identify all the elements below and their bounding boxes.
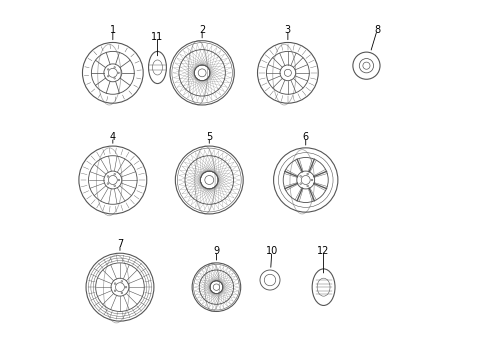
Circle shape (284, 69, 292, 76)
Circle shape (363, 62, 370, 69)
Text: 7: 7 (117, 239, 123, 249)
Circle shape (353, 52, 380, 79)
Ellipse shape (312, 269, 335, 305)
Circle shape (108, 68, 117, 77)
Circle shape (213, 284, 220, 291)
Circle shape (205, 176, 214, 184)
Text: 3: 3 (285, 25, 291, 35)
Text: 12: 12 (318, 247, 330, 256)
Text: 5: 5 (206, 132, 212, 142)
Circle shape (260, 270, 280, 290)
Text: 10: 10 (266, 247, 278, 256)
Text: 11: 11 (151, 32, 164, 42)
Text: 1: 1 (110, 25, 116, 35)
Text: 8: 8 (374, 25, 380, 35)
Text: 4: 4 (110, 132, 116, 142)
Text: 2: 2 (199, 25, 205, 35)
Text: 6: 6 (303, 132, 309, 142)
Text: 9: 9 (213, 247, 220, 256)
Circle shape (116, 283, 124, 292)
Circle shape (301, 176, 310, 184)
Circle shape (198, 69, 206, 77)
Ellipse shape (148, 51, 167, 84)
Circle shape (108, 176, 117, 184)
